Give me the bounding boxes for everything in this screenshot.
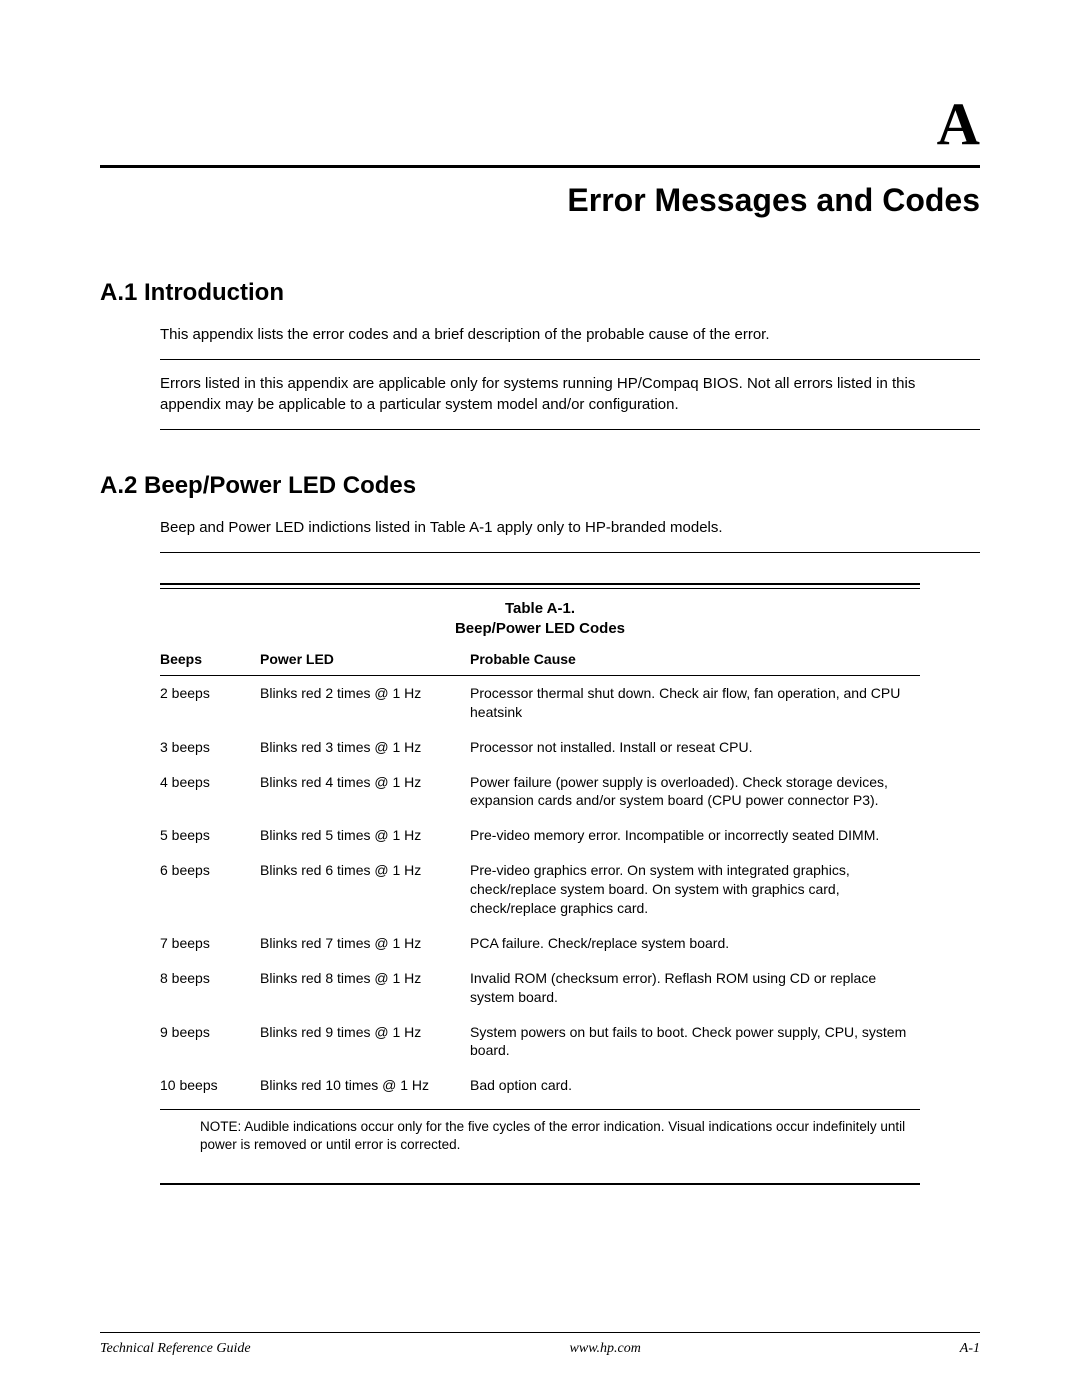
section1-end-rule xyxy=(160,429,980,430)
beep-codes-table: Beeps Power LED Probable Cause 2 beepsBl… xyxy=(160,644,920,1103)
table-cell: Blinks red 10 times @ 1 Hz xyxy=(260,1068,470,1103)
table-cell: 8 beeps xyxy=(160,961,260,1015)
section2-body: Beep and Power LED indictions listed in … xyxy=(160,518,980,538)
table-cell: 7 beeps xyxy=(160,926,260,961)
appendix-letter: A xyxy=(100,90,980,159)
chapter-title: Error Messages and Codes xyxy=(100,182,980,219)
table-cell: Pre-video memory error. Incompatible or … xyxy=(470,818,920,853)
table-note: NOTE: Audible indications occur only for… xyxy=(200,1118,920,1154)
table-cell: System powers on but fails to boot. Chec… xyxy=(470,1015,920,1069)
table-caption-line2: Beep/Power LED Codes xyxy=(160,619,920,639)
table-row: 9 beepsBlinks red 9 times @ 1 HzSystem p… xyxy=(160,1015,920,1069)
table-header-row: Beeps Power LED Probable Cause xyxy=(160,644,920,675)
table-closing-rule xyxy=(160,1183,920,1185)
table-cell: Blinks red 3 times @ 1 Hz xyxy=(260,730,470,765)
table-caption: Table A-1. Beep/Power LED Codes xyxy=(160,599,920,638)
table-row: 7 beepsBlinks red 7 times @ 1 HzPCA fail… xyxy=(160,926,920,961)
footer-center: www.hp.com xyxy=(570,1341,641,1357)
table-cell: Blinks red 8 times @ 1 Hz xyxy=(260,961,470,1015)
col-header-beeps: Beeps xyxy=(160,644,260,675)
table-row: 10 beepsBlinks red 10 times @ 1 HzBad op… xyxy=(160,1068,920,1103)
table-cell: Processor not installed. Install or rese… xyxy=(470,730,920,765)
table-cell: Blinks red 4 times @ 1 Hz xyxy=(260,765,470,819)
table-cell: 10 beeps xyxy=(160,1068,260,1103)
table-cell: 2 beeps xyxy=(160,675,260,729)
table-cell: 3 beeps xyxy=(160,730,260,765)
table-row: 6 beepsBlinks red 6 times @ 1 HzPre-vide… xyxy=(160,853,920,926)
section1-para1: This appendix lists the error codes and … xyxy=(160,325,980,345)
col-header-powerled: Power LED xyxy=(260,644,470,675)
col-header-cause: Probable Cause xyxy=(470,644,920,675)
table-cell: 5 beeps xyxy=(160,818,260,853)
section2-para1: Beep and Power LED indictions listed in … xyxy=(160,518,980,538)
table-cell: Blinks red 5 times @ 1 Hz xyxy=(260,818,470,853)
section1-body: This appendix lists the error codes and … xyxy=(160,325,980,415)
section2-end-rule xyxy=(160,552,980,553)
page: A Error Messages and Codes A.1 Introduct… xyxy=(0,0,1080,1397)
page-footer: Technical Reference Guide www.hp.com A-1 xyxy=(100,1332,980,1357)
section2-heading: A.2 Beep/Power LED Codes xyxy=(100,472,980,500)
table-top-rule-2 xyxy=(160,588,920,589)
table-row: 2 beepsBlinks red 2 times @ 1 HzProcesso… xyxy=(160,675,920,729)
table-cell: 4 beeps xyxy=(160,765,260,819)
table-cell: Blinks red 9 times @ 1 Hz xyxy=(260,1015,470,1069)
para-separator xyxy=(160,359,980,360)
table-caption-line1: Table A-1. xyxy=(160,599,920,619)
table-cell: Processor thermal shut down. Check air f… xyxy=(470,675,920,729)
table-cell: Bad option card. xyxy=(470,1068,920,1103)
table-cell: Blinks red 6 times @ 1 Hz xyxy=(260,853,470,926)
title-rule xyxy=(100,165,980,168)
table-row: 5 beepsBlinks red 5 times @ 1 HzPre-vide… xyxy=(160,818,920,853)
table-row: 3 beepsBlinks red 3 times @ 1 HzProcesso… xyxy=(160,730,920,765)
footer-right: A-1 xyxy=(960,1341,980,1357)
table-cell: Power failure (power supply is overloade… xyxy=(470,765,920,819)
table-bottom-rule xyxy=(160,1109,920,1110)
section1-heading: A.1 Introduction xyxy=(100,279,980,307)
table-cell: 9 beeps xyxy=(160,1015,260,1069)
table-cell: PCA failure. Check/replace system board. xyxy=(470,926,920,961)
section1-para2: Errors listed in this appendix are appli… xyxy=(160,374,980,415)
table-cell: Blinks red 2 times @ 1 Hz xyxy=(260,675,470,729)
table-cell: Invalid ROM (checksum error). Reflash RO… xyxy=(470,961,920,1015)
table-row: 8 beepsBlinks red 8 times @ 1 HzInvalid … xyxy=(160,961,920,1015)
table-a1: Table A-1. Beep/Power LED Codes Beeps Po… xyxy=(160,583,920,1185)
table-top-rule-1 xyxy=(160,583,920,585)
table-cell: 6 beeps xyxy=(160,853,260,926)
footer-rule xyxy=(100,1332,980,1333)
table-cell: Blinks red 7 times @ 1 Hz xyxy=(260,926,470,961)
table-row: 4 beepsBlinks red 4 times @ 1 HzPower fa… xyxy=(160,765,920,819)
table-cell: Pre-video graphics error. On system with… xyxy=(470,853,920,926)
footer-left: Technical Reference Guide xyxy=(100,1341,251,1357)
